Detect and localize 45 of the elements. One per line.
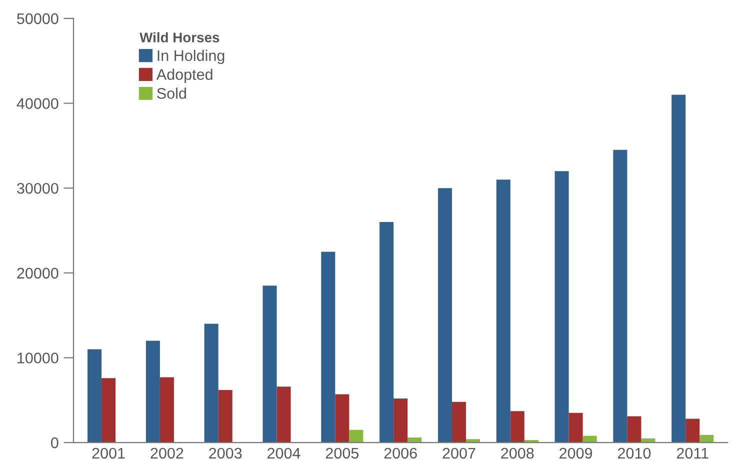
bar: [496, 180, 510, 443]
x-tick-label: 2010: [618, 448, 651, 459]
x-tick-label: 2006: [384, 448, 417, 459]
legend-title: Wild Horses: [140, 32, 220, 42]
y-tick-label: 30000: [17, 182, 58, 194]
bar: [218, 390, 232, 443]
bar: [262, 286, 277, 443]
bar: [554, 171, 569, 443]
bar: [380, 222, 394, 443]
bar: [627, 416, 642, 443]
legend-label: Sold: [157, 88, 186, 99]
y-tick-label: 0: [51, 437, 58, 448]
x-tick-label: 2005: [326, 448, 359, 459]
bar: [613, 150, 628, 443]
bar: [672, 94, 686, 443]
x-tick-label: 2011: [676, 448, 708, 459]
y-tick-label: 50000: [17, 13, 58, 24]
legend-label: Adopted: [156, 68, 212, 83]
y-tick-label: 40000: [16, 98, 58, 109]
bar: [510, 411, 524, 443]
x-tick-label: 2007: [442, 448, 476, 459]
x-tick-label: 2009: [560, 448, 592, 459]
bar: [686, 418, 700, 443]
bar: [321, 252, 336, 443]
x-tick-label: 2002: [150, 448, 184, 459]
bar: [438, 188, 452, 443]
x-tick-label: 2001: [92, 448, 125, 459]
bar: [394, 398, 408, 443]
bar: [335, 394, 350, 443]
x-tick-label: 2004: [268, 448, 300, 459]
x-tick-label: 2008: [501, 448, 534, 459]
bar: [88, 349, 102, 443]
bar: [160, 377, 174, 443]
bar: [276, 386, 291, 443]
bar: [146, 340, 160, 443]
bar: [700, 434, 714, 443]
bar: [102, 378, 116, 443]
legend-label: In Holding: [158, 50, 224, 64]
x-tick-label: 2003: [209, 448, 242, 459]
bar: [568, 412, 583, 443]
y-tick-label: 20000: [17, 268, 58, 279]
bar: [452, 402, 466, 443]
bar: [349, 430, 364, 443]
bar: [204, 324, 218, 443]
y-tick-label: 10000: [18, 352, 58, 364]
